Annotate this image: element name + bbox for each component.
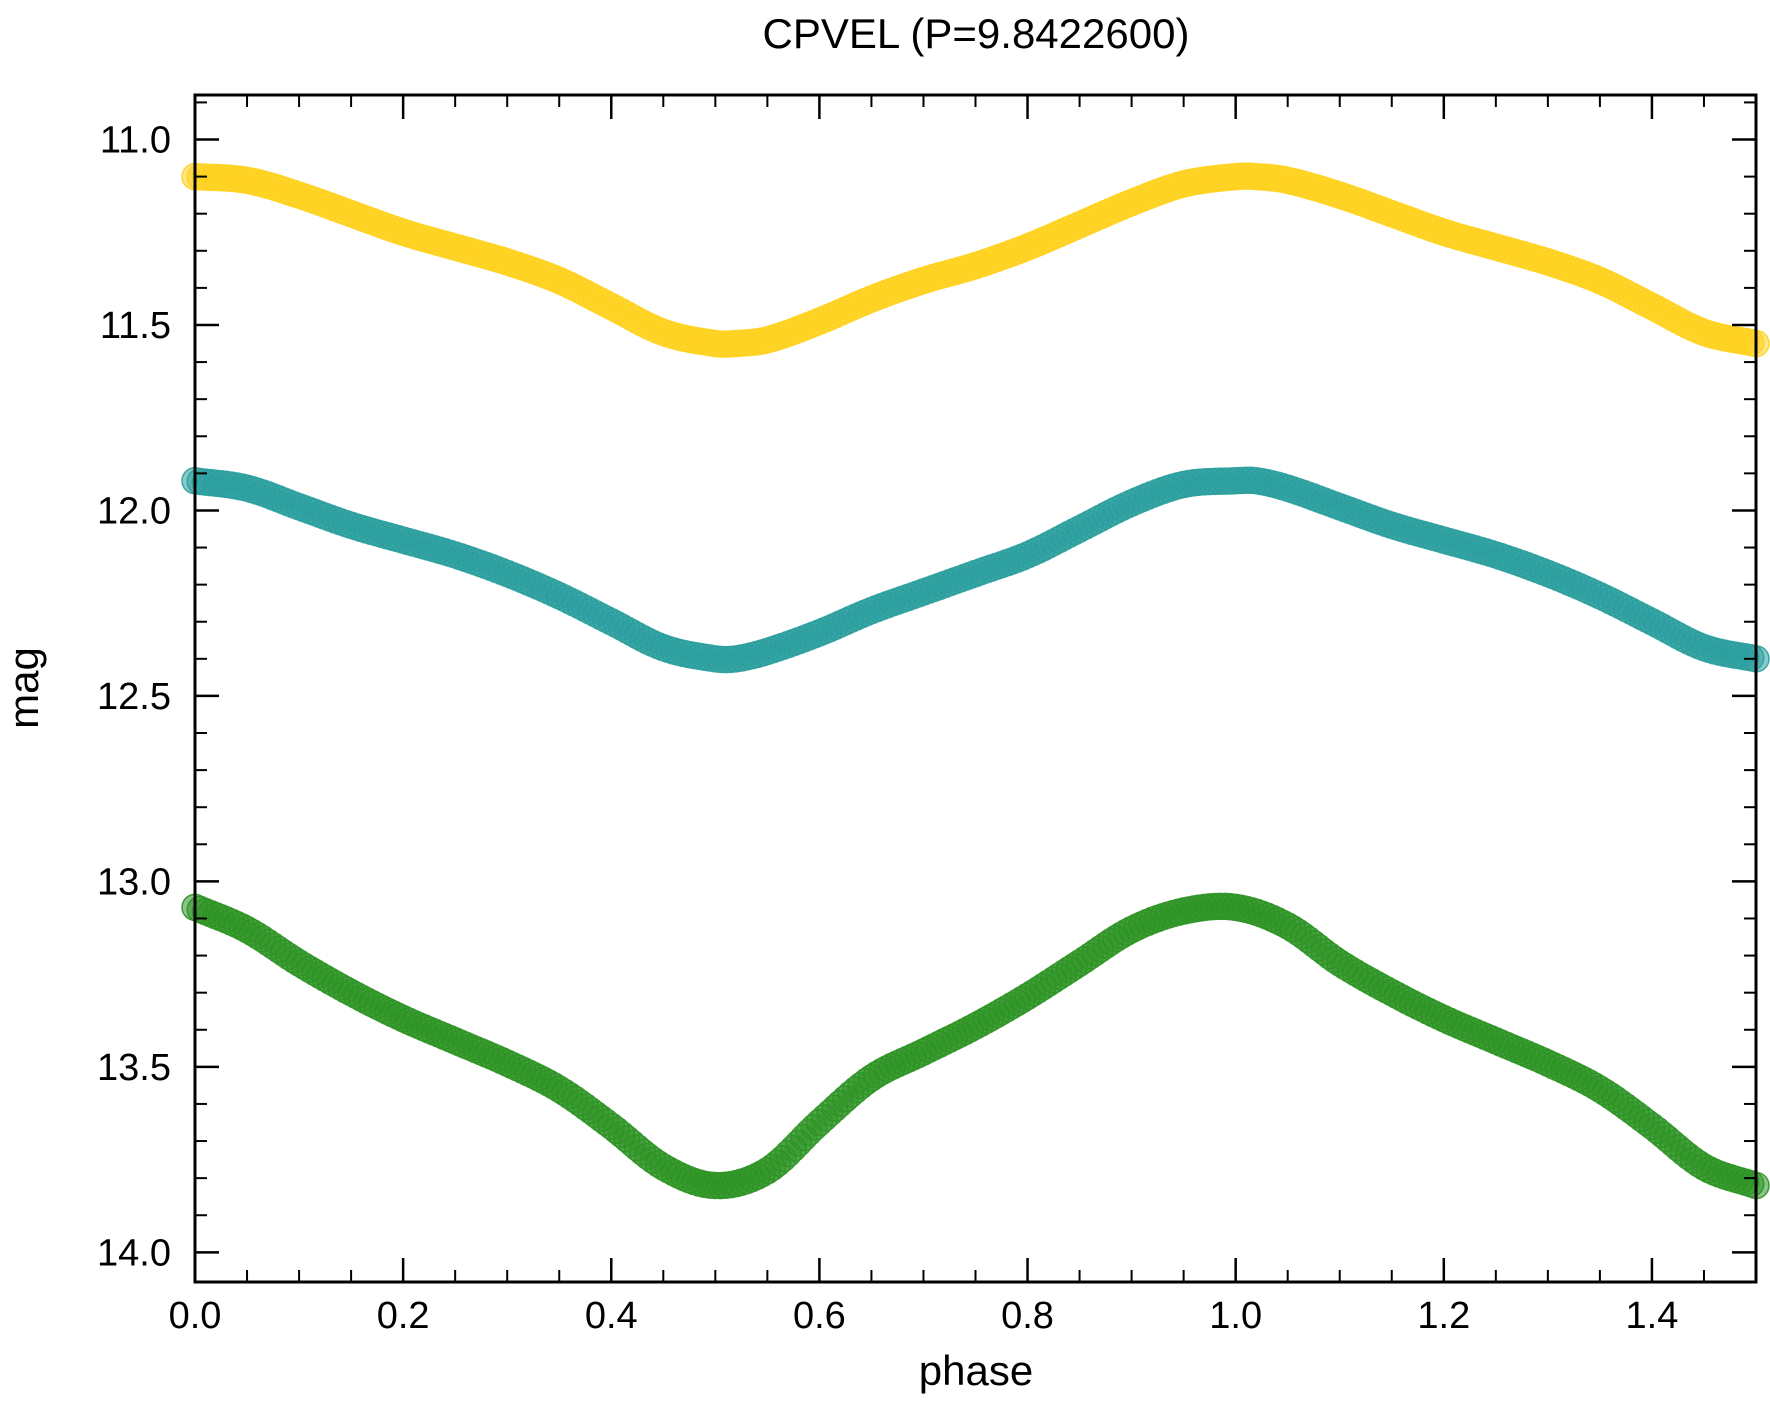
series-layer	[181, 162, 1770, 1200]
y-tick-label: 11.5	[100, 305, 171, 347]
x-tick-label: 0.2	[377, 1295, 430, 1337]
y-axis-label: mag	[0, 647, 47, 729]
x-tick-label: 0.8	[1001, 1295, 1054, 1337]
y-tick-label: 13.0	[97, 861, 171, 903]
y-tick-label: 13.5	[97, 1047, 171, 1089]
ticks-layer: 0.0 0.2 0.4 0.6 0.8 1.0 1.2 1.4 11.0 11.5 12.0 12.5…	[97, 95, 1757, 1337]
series-3	[181, 892, 1770, 1200]
x-tick-label: 1.2	[1417, 1295, 1470, 1337]
x-axis-label: phase	[919, 1347, 1033, 1394]
series-1	[181, 162, 1770, 358]
x-tick-label: 0.4	[585, 1295, 638, 1337]
x-tick-label: 0.6	[793, 1295, 846, 1337]
y-tick-label: 14.0	[97, 1232, 171, 1274]
chart-title: CPVEL (P=9.8422600)	[763, 10, 1190, 57]
x-tick-label: 0.0	[169, 1295, 222, 1337]
series-2	[181, 466, 1770, 674]
y-tick-label: 12.5	[97, 676, 171, 718]
x-tick-label: 1.4	[1626, 1295, 1679, 1337]
x-tick-label: 1.0	[1209, 1295, 1262, 1337]
y-tick-label: 11.0	[100, 120, 171, 162]
y-tick-label: 12.0	[97, 490, 171, 532]
plot-frame	[193, 93, 1758, 1284]
